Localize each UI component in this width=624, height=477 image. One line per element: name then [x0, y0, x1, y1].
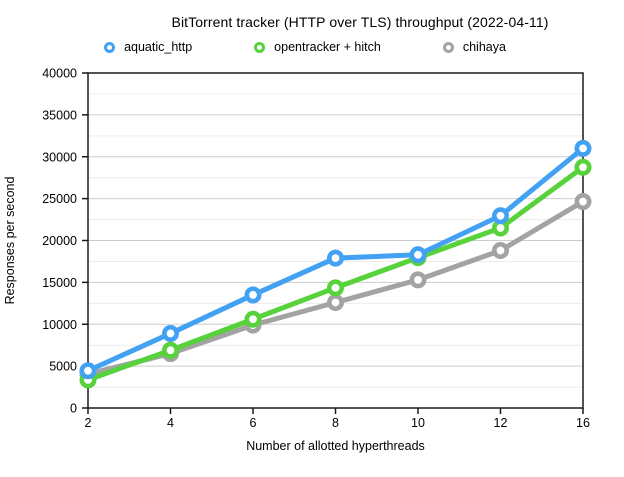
x-tick-label: 2 — [85, 416, 92, 430]
data-point-marker — [574, 158, 592, 176]
data-point-marker — [491, 242, 509, 260]
y-tick-label: 35000 — [42, 108, 77, 122]
y-tick-label: 30000 — [42, 150, 77, 164]
data-point-marker — [409, 246, 427, 264]
data-point-marker — [326, 249, 344, 267]
x-tick-label: 6 — [250, 416, 257, 430]
y-tick-label: 20000 — [42, 234, 77, 248]
x-tick-label: 8 — [332, 416, 339, 430]
data-point-marker — [491, 207, 509, 225]
legend-item-chihaya: chihaya — [442, 40, 506, 54]
chart-title: BitTorrent tracker (HTTP over TLS) throu… — [171, 14, 549, 30]
legend-item-opentracker-hitch: opentracker + hitch — [254, 40, 381, 54]
data-point-marker — [326, 279, 344, 297]
data-point-marker — [244, 286, 262, 304]
data-point-marker — [244, 310, 262, 328]
y-tick-label: 25000 — [42, 192, 77, 206]
y-tick-label: 0 — [70, 402, 77, 416]
data-point-marker — [574, 139, 592, 157]
legend-item-aquatic-http: aquatic_http — [104, 40, 192, 54]
legend-label: opentracker + hitch — [274, 40, 381, 54]
data-point-marker — [409, 271, 427, 289]
y-tick-label: 5000 — [49, 360, 77, 374]
data-point-marker — [326, 293, 344, 311]
x-axis-title: Number of allotted hyperthreads — [246, 439, 425, 453]
x-tick-label: 4 — [167, 416, 174, 430]
x-tick-label: 16 — [576, 416, 590, 430]
plot-svg: 0 5000 10000 15000 20000 25000 30000 35000 40000… — [3, 67, 592, 453]
y-tick-label: 10000 — [42, 318, 77, 332]
y-axis-title: Responses per second — [3, 177, 17, 305]
legend: aquatic_http opentracker + hitch chihaya — [0, 40, 610, 54]
y-tick-label: 15000 — [42, 276, 77, 290]
data-point-marker — [574, 193, 592, 211]
legend-marker-icon — [442, 41, 454, 53]
y-tick-label: 40000 — [42, 67, 77, 81]
series-line-opentracker-hitch — [85, 164, 586, 383]
x-tick-label: 10 — [411, 416, 425, 430]
data-point-marker — [162, 324, 180, 342]
legend-marker-icon — [254, 41, 266, 53]
legend-marker-icon — [104, 41, 116, 53]
legend-label: aquatic_http — [124, 40, 193, 54]
data-point-marker — [162, 341, 180, 359]
legend-label: chihaya — [462, 40, 506, 54]
data-point-marker — [79, 362, 97, 380]
x-tick-label: 12 — [494, 416, 508, 430]
